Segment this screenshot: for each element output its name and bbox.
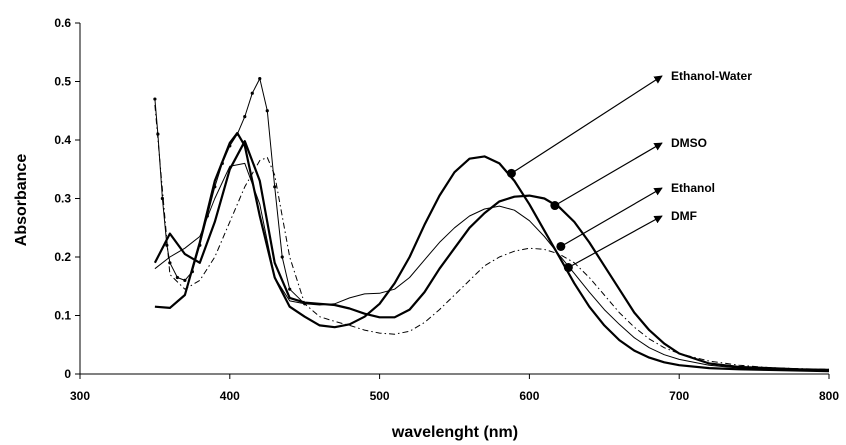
y-tick-label: 0 xyxy=(64,367,71,381)
x-tick-label: 800 xyxy=(819,389,839,403)
series-5-marker xyxy=(175,275,179,280)
series-5-marker xyxy=(243,115,247,119)
dmf-label: DMF xyxy=(671,209,697,223)
y-tick-label: 0.2 xyxy=(54,250,71,264)
x-tick-label: 600 xyxy=(519,389,539,403)
series-5-marker xyxy=(265,109,269,113)
series-5-marker xyxy=(198,243,202,247)
y-axis-title: Absorbance xyxy=(13,154,30,247)
ethanol-label: Ethanol xyxy=(671,181,715,195)
ethanol-water-point-marker xyxy=(506,168,516,178)
y-tick-label: 0.5 xyxy=(54,75,71,89)
axes: 0 0.1 0.2 0.3 0.4 0.5 0.6 300 400 500 600 700 800 xyxy=(54,16,839,403)
ethanol-arrow xyxy=(560,187,663,247)
dmso-label: DMSO xyxy=(671,136,707,150)
series-5-marker xyxy=(165,243,169,247)
series-5-marker xyxy=(220,161,224,165)
ethanol-line xyxy=(154,162,830,371)
series-5-marker xyxy=(183,278,187,282)
y-tick-label: 0.4 xyxy=(54,133,71,147)
series-5-marker xyxy=(190,270,194,274)
ethanol-water-label: Ethanol-Water xyxy=(671,69,752,83)
series-5-marker xyxy=(160,196,164,201)
dmso-arrow xyxy=(554,142,663,207)
dmso-line xyxy=(153,140,830,371)
series-5-marker xyxy=(288,287,292,291)
dmf-point-marker xyxy=(563,263,573,273)
x-tick-label: 400 xyxy=(220,389,240,403)
ethanol-water-arrow xyxy=(511,75,663,174)
series-5-marker xyxy=(156,132,160,136)
series-5-marker xyxy=(273,185,277,189)
series-5-marker xyxy=(213,185,217,189)
x-axis-title: wavelenght (nm) xyxy=(391,424,518,441)
dmso-point-marker xyxy=(550,201,560,211)
x-tick-label: 500 xyxy=(370,389,390,403)
x-tick-label: 300 xyxy=(70,389,90,403)
series-group xyxy=(153,76,830,373)
dmf-arrow xyxy=(568,215,663,269)
series-5-marker xyxy=(153,97,157,101)
y-tick-label: 0.3 xyxy=(54,192,71,206)
series-5-marker xyxy=(250,91,254,95)
series-5-marker xyxy=(205,214,209,218)
series-5-marker xyxy=(235,132,239,136)
y-tick-label: 0.1 xyxy=(54,309,71,323)
ethanol-point-marker xyxy=(556,241,566,251)
series-5-line xyxy=(154,78,306,305)
series-5-marker xyxy=(280,255,284,259)
series-5-marker xyxy=(303,302,307,306)
series-5-marker xyxy=(228,144,232,148)
annotations: Ethanol-Water DMSO Ethanol DMF xyxy=(506,69,752,273)
dmf-line xyxy=(154,104,830,370)
y-tick-label: 0.6 xyxy=(54,16,71,30)
x-tick-label: 700 xyxy=(669,389,689,403)
series-5-marker xyxy=(258,76,262,81)
series-5-marker xyxy=(168,261,172,265)
